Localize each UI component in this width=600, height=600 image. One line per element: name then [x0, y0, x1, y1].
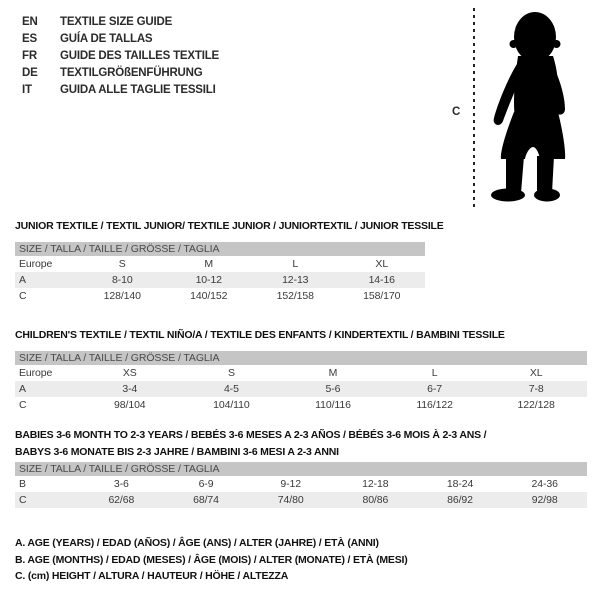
- language-code: IT: [22, 84, 32, 96]
- size-cell: L: [431, 367, 438, 379]
- size-table-row: C 128/140 140/152 152/158 158/170: [15, 288, 425, 304]
- size-cell: 104/110: [213, 399, 250, 411]
- size-cell: 74/80: [277, 494, 304, 506]
- row-label: Europe: [19, 258, 53, 270]
- height-measure-line: [473, 8, 475, 210]
- size-cell: 12-13: [282, 274, 309, 286]
- size-table-row: Europe S M L XL: [15, 256, 425, 272]
- size-cell: M: [328, 367, 338, 379]
- row-label: C: [19, 399, 27, 411]
- size-header-bar: SIZE / TALLA / TAILLE / GRÖSSE / TAGLIA: [15, 351, 587, 365]
- size-table: Europe XS S M L XL A 3-4 4-5 5-6 6-7 7-8 C 98/104 104/…: [15, 365, 587, 413]
- size-cell: XS: [122, 367, 137, 379]
- language-row: FR GUIDE DES TAILLES TEXTILE: [22, 48, 219, 65]
- size-cell: 152/158: [276, 290, 314, 302]
- size-cell: M: [204, 258, 214, 270]
- row-label: A: [19, 274, 26, 286]
- size-cell: 9-12: [280, 478, 301, 490]
- size-cell: 24-36: [531, 478, 558, 490]
- section-title: BABYS 3-6 MONATE BIS 2-3 JAHRE / BAMBINI…: [15, 446, 339, 458]
- language-title: TEXTILGRÖßENFÜHRUNG: [60, 67, 203, 79]
- language-title: GUÍA DE TALLAS: [60, 33, 153, 45]
- legend: A. AGE (YEARS) / EDAD (AÑOS) / ÂGE (ANS)…: [15, 535, 408, 585]
- size-cell: 10-12: [195, 274, 222, 286]
- size-cell: 62/68: [108, 494, 135, 506]
- row-label: C: [19, 494, 27, 506]
- section-babies-textile: BABIES 3-6 MONTH TO 2-3 YEARS / BEBÉS 3-…: [15, 427, 587, 508]
- size-cell: XL: [529, 367, 543, 379]
- size-cell: 122/128: [517, 399, 555, 411]
- size-header-bar: SIZE / TALLA / TAILLE / GRÖSSE / TAGLIA: [15, 242, 425, 256]
- size-cell: 158/170: [363, 290, 401, 302]
- size-cell: 4-5: [223, 383, 239, 395]
- baby-silhouette-icon: [491, 12, 566, 202]
- size-cell: 110/116: [315, 399, 351, 411]
- legend-line-c: C. (cm) HEIGHT / ALTURA / HAUTEUR / HÖHE…: [15, 570, 289, 582]
- language-row: ES GUÍA DE TALLAS: [22, 31, 219, 48]
- row-label: Europe: [19, 367, 53, 379]
- row-label: B: [19, 478, 26, 490]
- size-cell: 12-18: [362, 478, 389, 490]
- section-childrens-textile: CHILDREN'S TEXTILE / TEXTIL NIÑO/A / TEX…: [15, 327, 587, 413]
- size-cell: 128/140: [103, 290, 141, 302]
- size-cell: 7-8: [528, 383, 544, 395]
- size-cell: L: [292, 258, 299, 270]
- size-table-row: C 98/104 104/110 110/116 116/122 122/128: [15, 397, 587, 413]
- size-table-row: A 8-10 10-12 12-13 14-16: [15, 272, 425, 288]
- language-title: TEXTILE SIZE GUIDE: [60, 16, 173, 28]
- section-junior-textile: JUNIOR TEXTILE / TEXTIL JUNIOR/ TEXTILE …: [15, 218, 444, 304]
- section-title: BABIES 3-6 MONTH TO 2-3 YEARS / BEBÉS 3-…: [15, 429, 487, 441]
- language-row: IT GUIDA ALLE TAGLIE TESSILI: [22, 82, 219, 99]
- language-row: DE TEXTILGRÖßENFÜHRUNG: [22, 65, 219, 82]
- language-list: EN TEXTILE SIZE GUIDE ES GUÍA DE TALLAS …: [22, 14, 219, 99]
- size-cell: 14-16: [368, 274, 395, 286]
- legend-line-b: B. AGE (MONTHS) / EDAD (MESES) / ÂGE (MO…: [15, 553, 408, 566]
- size-cell: XL: [375, 258, 389, 270]
- size-table-row: Europe XS S M L XL: [15, 365, 587, 381]
- size-table-row: B 3-6 6-9 9-12 12-18 18-24 24-36: [15, 476, 587, 492]
- language-title: GUIDE DES TAILLES TEXTILE: [60, 50, 219, 62]
- size-cell: 80/86: [362, 494, 389, 506]
- size-cell: 5-6: [325, 383, 341, 395]
- size-cell: 68/74: [193, 494, 219, 506]
- legend-line-a: A. AGE (YEARS) / EDAD (AÑOS) / ÂGE (ANS)…: [15, 537, 379, 549]
- size-cell: 18-24: [446, 478, 474, 490]
- section-title: CHILDREN'S TEXTILE / TEXTIL NIÑO/A / TEX…: [15, 329, 505, 341]
- size-cell: 98/104: [114, 399, 146, 411]
- size-cell: S: [118, 258, 126, 270]
- language-code: DE: [22, 67, 38, 79]
- size-cell: 92/98: [531, 494, 558, 506]
- language-code: ES: [22, 33, 37, 45]
- size-cell: 3-6: [113, 478, 129, 490]
- language-code: FR: [22, 50, 37, 62]
- row-label: C: [19, 290, 27, 302]
- language-title: GUIDA ALLE TAGLIE TESSILI: [60, 84, 216, 96]
- size-cell: 6-7: [427, 383, 443, 395]
- size-cell: 140/152: [190, 290, 228, 302]
- size-cell: 3-4: [122, 383, 138, 395]
- size-table: B 3-6 6-9 9-12 12-18 18-24 24-36 C 62/68 68/74 74/…: [15, 476, 587, 508]
- size-header-bar: SIZE / TALLA / TAILLE / GRÖSSE / TAGLIA: [15, 462, 587, 476]
- size-table: Europe S M L XL A 8-10 10-12 12-13 14-16 C 128/140 1…: [15, 256, 425, 304]
- height-measure-label: C: [452, 106, 461, 118]
- size-cell: 86/92: [447, 494, 473, 506]
- size-cell: 6-9: [198, 478, 214, 490]
- language-row: EN TEXTILE SIZE GUIDE: [22, 14, 219, 31]
- size-cell: 8-10: [111, 274, 133, 286]
- size-cell: 116/122: [416, 399, 453, 411]
- size-table-row: C 62/68 68/74 74/80 80/86 86/92 92/98: [15, 492, 587, 508]
- size-table-row: A 3-4 4-5 5-6 6-7 7-8: [15, 381, 587, 397]
- language-code: EN: [22, 16, 38, 28]
- size-cell: S: [227, 367, 235, 379]
- section-title: JUNIOR TEXTILE / TEXTIL JUNIOR/ TEXTILE …: [15, 220, 444, 232]
- row-label: A: [19, 383, 26, 395]
